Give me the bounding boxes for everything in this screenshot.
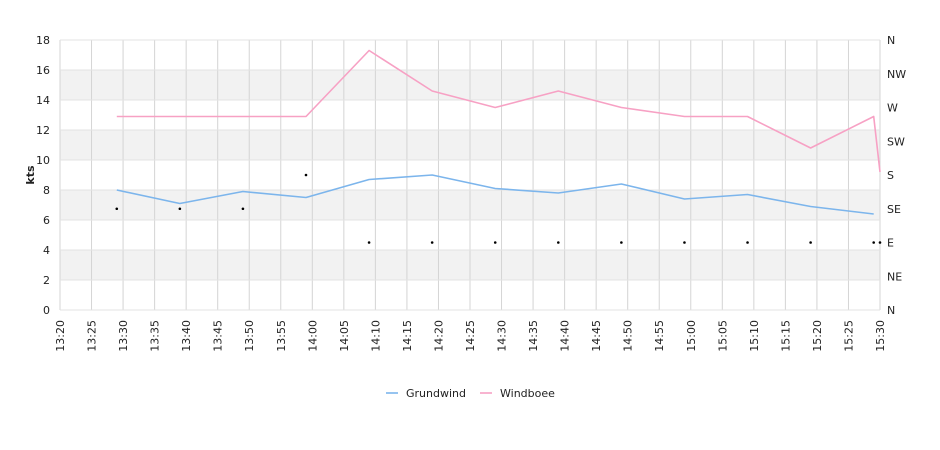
y-tick-label: 10 xyxy=(36,154,50,167)
x-tick-label: 14:25 xyxy=(464,320,477,352)
y-axis-title: kts xyxy=(24,165,37,185)
series-line-0[interactable] xyxy=(116,174,874,215)
direction-point xyxy=(304,173,308,177)
x-tick-label: 13:35 xyxy=(149,320,162,352)
series-line-1[interactable] xyxy=(116,49,881,173)
direction-point xyxy=(241,207,245,211)
direction-axis-ticks: N NE E SE S SW W NW N xyxy=(887,34,906,317)
x-tick-label: 14:30 xyxy=(496,320,509,352)
direction-tick-label: S xyxy=(887,169,894,182)
direction-point xyxy=(557,241,560,244)
y-tick-label: 12 xyxy=(36,124,50,137)
y-tick-label: 6 xyxy=(43,214,50,227)
legend-item-1[interactable]: Windboee xyxy=(480,387,555,400)
y-tick-label: 18 xyxy=(36,34,50,47)
x-tick-label: 13:55 xyxy=(275,320,288,352)
x-axis-ticks: 13:20 13:25 13:30 13:35 13:40 13:45 13:50 13:55… xyxy=(54,320,887,352)
x-tick-label: 14:05 xyxy=(338,320,351,352)
x-tick-label: 15:20 xyxy=(811,320,824,352)
y-tick-label: 0 xyxy=(43,304,50,317)
direction-tick-label: SW xyxy=(887,135,905,148)
x-tick-label: 13:25 xyxy=(86,320,99,352)
direction-tick-label: N xyxy=(887,304,895,317)
x-tick-label: 14:20 xyxy=(432,320,445,352)
horizontal-gridlines xyxy=(60,39,880,311)
x-tick-label: 14:45 xyxy=(590,320,603,352)
x-tick-label: 15:30 xyxy=(874,320,887,352)
x-tick-label: 15:10 xyxy=(748,320,761,352)
x-tick-label: 14:35 xyxy=(527,320,540,352)
direction-tick-label: N xyxy=(887,34,895,47)
direction-point xyxy=(809,241,812,244)
direction-tick-label: E xyxy=(887,237,894,250)
x-tick-label: 15:25 xyxy=(842,320,855,352)
direction-point xyxy=(115,207,119,211)
direction-point xyxy=(878,241,882,244)
direction-markers xyxy=(115,173,882,244)
x-tick-label: 13:45 xyxy=(212,320,225,352)
direction-point xyxy=(178,207,182,211)
x-tick-label: 13:30 xyxy=(117,320,130,352)
direction-point xyxy=(620,241,623,244)
series-lines xyxy=(116,49,881,215)
x-tick-label: 15:00 xyxy=(685,320,698,352)
x-tick-label: 14:00 xyxy=(306,320,319,352)
vertical-gridlines xyxy=(59,40,881,310)
y-tick-label: 14 xyxy=(36,94,50,107)
direction-point xyxy=(493,241,497,244)
y-axis-ticks: 0 2 4 6 8 10 12 14 16 18 xyxy=(36,34,50,317)
y-tick-label: 8 xyxy=(43,184,50,197)
y-tick-label: 2 xyxy=(43,274,50,287)
direction-tick-label: SE xyxy=(887,203,901,216)
x-tick-label: 14:55 xyxy=(653,320,666,352)
legend-label: Windboee xyxy=(500,387,555,400)
direction-point xyxy=(367,241,371,244)
x-tick-label: 15:05 xyxy=(716,320,729,352)
x-tick-label: 13:50 xyxy=(243,320,256,352)
direction-tick-label: NE xyxy=(887,270,902,283)
direction-point xyxy=(430,241,434,244)
direction-point xyxy=(683,241,686,244)
x-tick-label: 13:20 xyxy=(54,320,67,352)
legend-label: Grundwind xyxy=(406,387,466,400)
x-tick-label: 14:10 xyxy=(369,320,382,352)
x-tick-label: 14:50 xyxy=(622,320,635,352)
x-tick-label: 14:40 xyxy=(559,320,572,352)
direction-tick-label: NW xyxy=(887,68,906,81)
direction-tick-label: W xyxy=(887,102,898,115)
direction-point xyxy=(746,241,749,244)
direction-point xyxy=(872,241,875,244)
legend-item-0[interactable]: Grundwind xyxy=(386,387,466,400)
x-tick-label: 14:15 xyxy=(401,320,414,352)
y-tick-label: 16 xyxy=(36,64,50,77)
x-tick-label: 15:15 xyxy=(779,320,792,352)
x-tick-label: 13:40 xyxy=(180,320,193,352)
y-tick-label: 4 xyxy=(43,244,50,257)
legend[interactable]: Grundwind Windboee xyxy=(386,387,555,400)
